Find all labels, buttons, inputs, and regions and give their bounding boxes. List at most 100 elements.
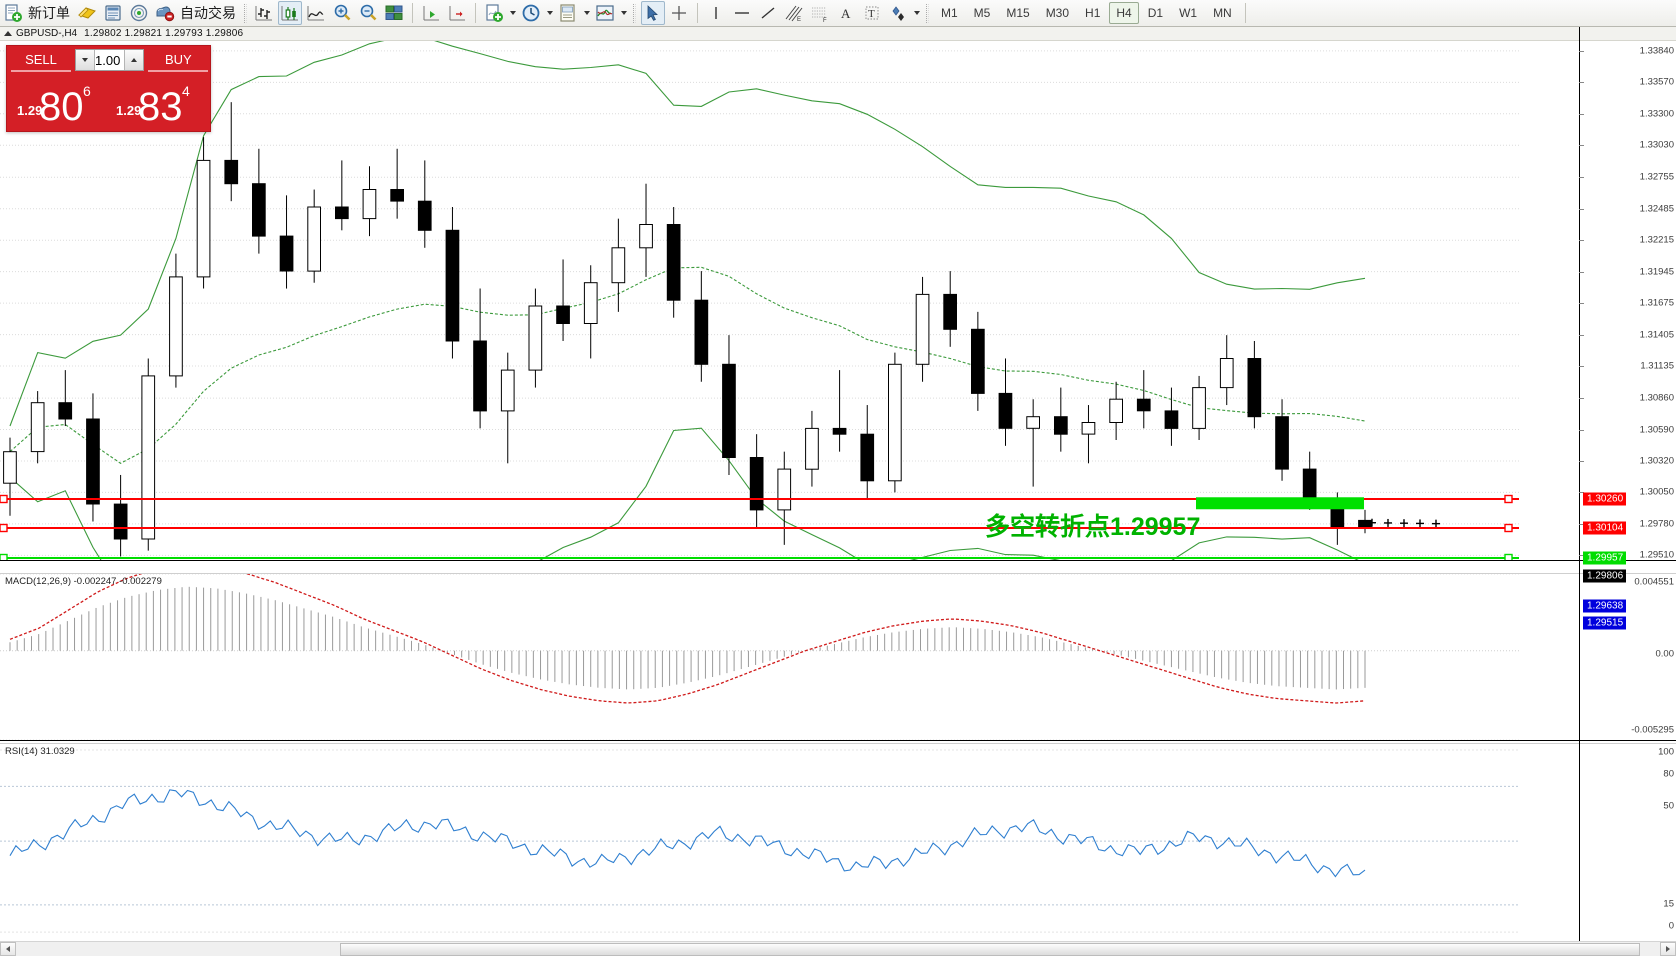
template-icon[interactable] [556, 1, 580, 25]
ask-quote[interactable]: 1.29 83 4 [110, 73, 206, 123]
pane-separator-2b [0, 743, 1676, 744]
trendline-icon[interactable] [756, 1, 780, 25]
rsi-label: RSI(14) 31.0329 [5, 746, 75, 757]
price-scale-label: 1.33300 [1639, 108, 1674, 120]
price-pane[interactable] [0, 41, 1676, 560]
timeframe-m15[interactable]: M15 [1006, 6, 1030, 20]
new-chart-dropdown-caret[interactable] [507, 2, 518, 24]
collapse-triangle-icon[interactable] [4, 31, 12, 36]
text-icon[interactable]: A [834, 1, 858, 25]
macd-scale-label: 0.00 [1655, 648, 1675, 660]
toolbar-divider [412, 3, 413, 23]
fibonacci-icon[interactable]: F [808, 1, 832, 25]
bid-quote[interactable]: 1.29 80 6 [11, 73, 107, 123]
price-scale-label: 1.29510 [1639, 549, 1674, 561]
zoom-out-icon[interactable] [356, 1, 380, 25]
line-chart-icon[interactable] [304, 1, 328, 25]
auto-scroll-icon[interactable] [445, 1, 469, 25]
bar-chart-icon[interactable] [252, 1, 276, 25]
price-level-tag[interactable]: 1.29957 [1583, 551, 1627, 565]
macd-pane[interactable] [0, 574, 1676, 740]
buy-button[interactable]: BUY [148, 49, 209, 72]
zoom-in-icon[interactable] [330, 1, 354, 25]
timeframe-h4[interactable]: H4 [1109, 2, 1139, 24]
volume-stepper[interactable]: 1.00 [75, 49, 145, 71]
volume-increase-icon[interactable] [124, 50, 144, 70]
chart-shift-icon[interactable] [419, 1, 443, 25]
bid-price-prefix: 1.29 [17, 103, 43, 118]
indicator-dropdown-caret[interactable] [618, 2, 629, 24]
price-scale-tick [1579, 398, 1584, 400]
scrollbar-thumb[interactable] [340, 942, 1640, 956]
svg-text:A: A [841, 6, 851, 21]
timeframe-m1[interactable]: M1 [941, 6, 958, 20]
period-dropdown-caret[interactable] [544, 2, 555, 24]
price-scale-tick [1579, 429, 1584, 431]
horizontal-line-icon[interactable] [730, 1, 754, 25]
new-order-label[interactable]: 新订单 [28, 5, 70, 21]
macd-chart-svg [0, 574, 1519, 740]
shapes-icon[interactable] [886, 1, 910, 25]
price-level-tag[interactable]: 1.29515 [1583, 616, 1627, 630]
price-scale-tick [1579, 303, 1584, 305]
rsi-scale-label: 80 [1663, 768, 1674, 780]
chart-annotation-text[interactable]: 多空转折点1.29957 [985, 513, 1201, 541]
price-scale-label: 1.33840 [1639, 45, 1674, 57]
svg-text:T: T [868, 8, 875, 20]
price-scale-label: 1.32755 [1639, 171, 1674, 183]
timeframe-d1[interactable]: D1 [1147, 6, 1164, 20]
terminal-icon[interactable] [153, 1, 177, 25]
auto-trading-label[interactable]: 自动交易 [180, 5, 236, 21]
pane-separator-2[interactable] [0, 740, 1676, 741]
scroll-right-arrow-icon[interactable] [1660, 942, 1676, 956]
volume-input[interactable]: 1.00 [95, 52, 121, 68]
price-scale-label: 1.30590 [1639, 424, 1674, 436]
price-scale-label: 1.31135 [1640, 360, 1674, 372]
navigator-icon[interactable] [127, 1, 151, 25]
toolbar-grip [244, 3, 247, 23]
price-scale[interactable]: 1.33840 1.33570 1.33300 1.33030 1.32755 1.324… [1579, 27, 1676, 956]
cursor-icon[interactable] [641, 1, 665, 25]
new-chart-icon[interactable] [482, 1, 506, 25]
price-scale-tick [1579, 523, 1584, 525]
price-scale-label: 1.33030 [1639, 139, 1674, 151]
price-scale-tick [1579, 460, 1584, 462]
text-label-icon[interactable]: T [860, 1, 884, 25]
vertical-line-icon[interactable] [704, 1, 728, 25]
crosshair-icon[interactable] [667, 1, 691, 25]
rsi-scale-label: 15 [1663, 898, 1674, 910]
trade-panel-quotes: 1.29 80 6 1.29 83 4 [7, 72, 210, 127]
shapes-dropdown-caret[interactable] [911, 2, 922, 24]
candlestick-chart-icon[interactable] [278, 1, 302, 25]
template-dropdown-caret[interactable] [581, 2, 592, 24]
tile-windows-icon[interactable] [382, 1, 406, 25]
rsi-scale-label: 50 [1663, 800, 1674, 812]
volume-decrease-icon[interactable] [76, 50, 95, 70]
price-level-tag[interactable]: 1.30104 [1583, 521, 1627, 535]
one-click-trading-panel[interactable]: SELL 1.00 BUY 1.29 80 6 1.29 83 4 [6, 45, 211, 132]
timeframe-m30[interactable]: M30 [1045, 6, 1070, 20]
price-level-tag[interactable]: 1.29806 [1583, 569, 1627, 583]
timeframe-group: M1 M5 M15 M30 H1 H4 D1 W1 MN [933, 2, 1240, 24]
bid-price-main: 80 [39, 85, 84, 123]
price-level-tag[interactable]: 1.30260 [1583, 492, 1627, 506]
indicator-icon[interactable] [593, 1, 617, 25]
scroll-left-arrow-icon[interactable] [0, 942, 16, 956]
timeframe-w1[interactable]: W1 [1179, 6, 1198, 20]
equidistant-channel-icon[interactable]: E [782, 1, 806, 25]
period-icon[interactable] [519, 1, 543, 25]
new-order-icon[interactable] [1, 1, 25, 25]
chart-titlebar: GBPUSD-,H4 1.29802 1.29821 1.29793 1.298… [0, 27, 1676, 41]
data-window-icon[interactable] [101, 1, 125, 25]
timeframe-h1[interactable]: H1 [1085, 6, 1101, 20]
rsi-pane[interactable] [0, 744, 1676, 942]
pane-separator-1[interactable] [0, 560, 1676, 561]
horizontal-scrollbar[interactable] [0, 941, 1676, 956]
chart-ohlc-label: 1.29802 1.29821 1.29793 1.29806 [84, 28, 244, 39]
timeframe-mn[interactable]: MN [1213, 6, 1232, 20]
price-scale-tick [1579, 334, 1584, 336]
sell-button[interactable]: SELL [11, 49, 71, 72]
price-level-tag[interactable]: 1.29638 [1583, 599, 1627, 613]
timeframe-m5[interactable]: M5 [973, 6, 991, 20]
expert-advisors-icon[interactable] [75, 1, 99, 25]
